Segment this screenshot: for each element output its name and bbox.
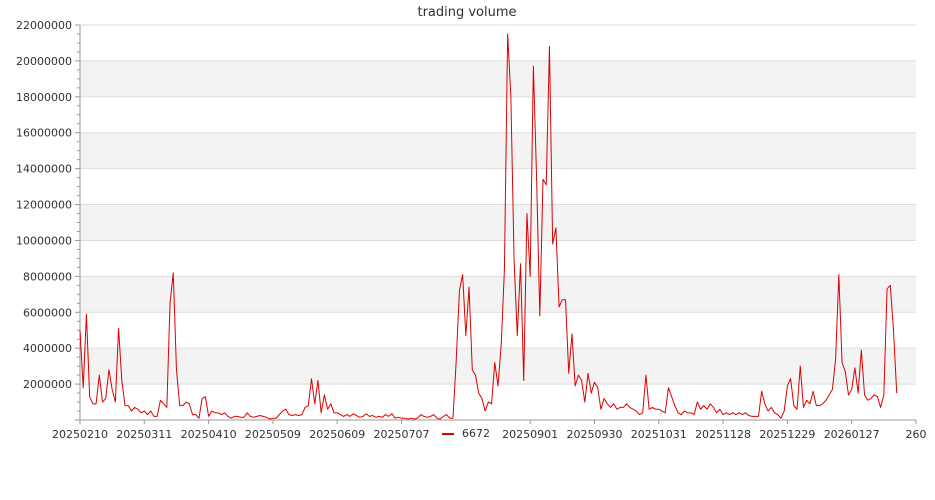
y-tick-label: 2000000 xyxy=(23,378,72,391)
x-tick-label: 20251229 xyxy=(759,428,815,441)
grid-lines xyxy=(80,24,916,385)
x-tick-label: 20250210 xyxy=(52,428,108,441)
x-tick-label: 20250930 xyxy=(566,428,622,441)
x-axis-ticks: 20250210 20250311 20250410 20250509 20250609… xyxy=(52,420,927,441)
series-line-6672 xyxy=(79,33,898,420)
legend-label: 6672 xyxy=(462,427,490,440)
x-tick-label: 20250707 xyxy=(374,428,430,441)
y-tick-label: 4000000 xyxy=(23,342,72,355)
x-tick-label: 20250509 xyxy=(245,428,301,441)
x-tick-label: 20250410 xyxy=(181,428,237,441)
grid-band xyxy=(80,348,916,385)
series-layer xyxy=(79,33,898,420)
y-tick-label: 16000000 xyxy=(16,127,72,140)
grid-band xyxy=(80,204,916,241)
y-tick-label: 20000000 xyxy=(16,55,72,68)
grid-bands xyxy=(80,60,916,385)
grid-band xyxy=(80,132,916,169)
y-tick-label: 14000000 xyxy=(16,163,72,176)
chart-title: trading volume xyxy=(417,5,516,20)
y-tick-label: 10000000 xyxy=(16,234,72,247)
x-tick-label: 20250609 xyxy=(309,428,365,441)
grid-band xyxy=(80,60,916,97)
x-tick-label: 20251128 xyxy=(695,428,751,441)
y-axis-ticks: 2000000 4000000 6000000 8000000 10000000 1200… xyxy=(16,19,80,421)
y-tick-label: 18000000 xyxy=(16,91,72,104)
x-tick-label: 20250311 xyxy=(116,428,172,441)
x-tick-label: 260 xyxy=(906,428,927,441)
legend: 6672 xyxy=(442,427,490,440)
y-tick-label: 8000000 xyxy=(23,270,72,283)
grid-band xyxy=(80,276,916,313)
y-tick-label: 12000000 xyxy=(16,199,72,212)
x-tick-label: 20250901 xyxy=(502,428,558,441)
y-tick-label: 6000000 xyxy=(23,306,72,319)
y-tick-label: 22000000 xyxy=(16,19,72,32)
x-tick-label: 20260127 xyxy=(824,428,880,441)
x-tick-label: 20251031 xyxy=(631,428,687,441)
